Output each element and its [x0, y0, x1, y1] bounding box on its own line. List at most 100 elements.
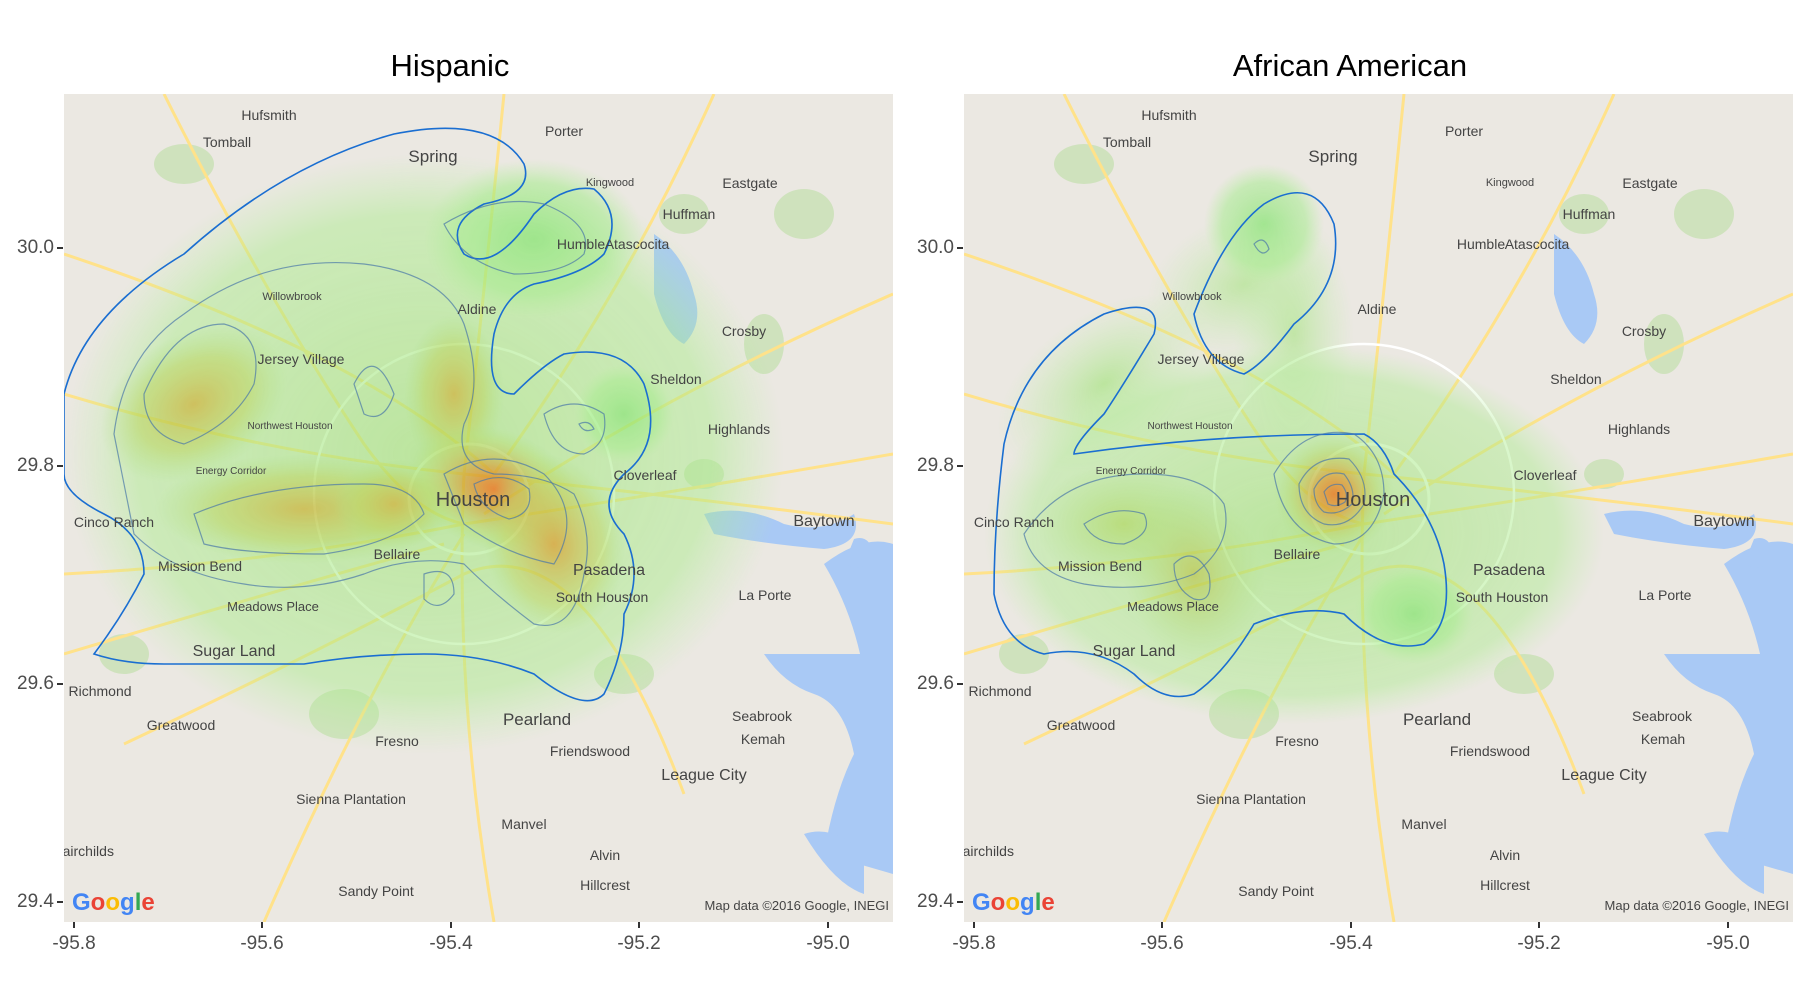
- water: [844, 538, 874, 568]
- map-attribution: Map data ©2016 Google, INEGI: [705, 898, 889, 913]
- place-label: Hillcrest: [1480, 877, 1530, 893]
- place-label: Houston: [436, 489, 511, 511]
- park-area: [1584, 459, 1624, 489]
- y-tick-label: 30.0: [917, 237, 954, 258]
- place-label: Kingwood: [1486, 177, 1534, 189]
- contour-inner: [578, 421, 595, 432]
- y-tick-mark: [57, 247, 63, 249]
- place-label: Fairchilds: [964, 843, 1014, 859]
- place-label: Kemah: [741, 731, 785, 747]
- ship-channel: [1604, 510, 1756, 549]
- place-label: Sheldon: [1550, 371, 1601, 387]
- x-tick-label: -95.8: [52, 933, 96, 954]
- contour-inner: [443, 200, 587, 275]
- x-tick-mark: [1161, 922, 1163, 928]
- y-tick-mark: [957, 465, 963, 467]
- y-tick-mark: [57, 901, 63, 903]
- place-label: South Houston: [556, 589, 649, 605]
- place-label: Baytown: [1693, 513, 1754, 530]
- place-label: Humble: [1457, 236, 1505, 252]
- panel-title: African American: [1232, 48, 1468, 83]
- contour-outer: [1193, 192, 1337, 375]
- y-tick-label: 29.8: [17, 455, 54, 476]
- place-label: Alvin: [1490, 847, 1520, 863]
- place-label: Friendswood: [550, 743, 630, 759]
- contour-outer: [993, 306, 1448, 698]
- place-label: Eastgate: [1622, 175, 1677, 191]
- x-tick-mark: [261, 922, 263, 928]
- place-label: Jersey Village: [258, 351, 345, 367]
- y-tick-mark: [957, 247, 963, 249]
- place-label: Pearland: [1403, 710, 1471, 729]
- y-tick-label: 29.6: [17, 673, 54, 694]
- place-label: Sandy Point: [338, 883, 414, 899]
- place-label: Seabrook: [1632, 708, 1693, 724]
- place-label: Meadows Place: [227, 599, 319, 614]
- place-label: Northwest Houston: [1147, 421, 1232, 432]
- place-label: Baytown: [793, 513, 854, 530]
- contour-inner: [1253, 239, 1270, 254]
- contour-inner: [113, 261, 588, 626]
- contour-inner: [443, 458, 568, 565]
- place-label: Huffman: [663, 206, 716, 222]
- contour-inner: [423, 570, 455, 606]
- y-tick-mark: [57, 683, 63, 685]
- place-label: Fresno: [1275, 733, 1319, 749]
- place-label: Richmond: [968, 683, 1031, 699]
- contour-inner: [143, 323, 257, 445]
- place-label: Kemah: [1641, 731, 1685, 747]
- place-label: Atascocita: [605, 236, 670, 252]
- contour-inner: [1323, 483, 1348, 507]
- place-label: Sandy Point: [1238, 883, 1314, 899]
- place-label: Cinco Ranch: [974, 514, 1054, 530]
- place-label: Sienna Plantation: [296, 791, 406, 807]
- x-tick-mark: [638, 922, 640, 928]
- map-svg: Hufsmith Tomball Porter Spring Kingwood Eastg…: [964, 94, 1793, 922]
- place-label: Tomball: [203, 134, 251, 150]
- place-label: Sienna Plantation: [1196, 791, 1306, 807]
- place-label: La Porte: [739, 587, 792, 603]
- panel-african-american: African American Hufsmith Tomball Porter Sp…: [900, 0, 1800, 1000]
- contour-inner: [1083, 510, 1148, 545]
- place-label: Aldine: [1358, 301, 1397, 317]
- x-tick-label: -95.2: [1517, 933, 1561, 954]
- place-label: Friendswood: [1450, 743, 1530, 759]
- place-label: Houston: [1336, 489, 1411, 511]
- place-label: Atascocita: [1505, 236, 1570, 252]
- contour-inner: [1273, 431, 1385, 545]
- y-tick-mark: [957, 683, 963, 685]
- place-label: Cinco Ranch: [74, 514, 154, 530]
- place-label: Manvel: [501, 816, 546, 832]
- park-area: [99, 634, 149, 674]
- place-label: Willowbrook: [262, 291, 322, 303]
- place-label: Greatwood: [147, 717, 215, 733]
- x-tick-mark: [450, 922, 452, 928]
- place-label: South Houston: [1456, 589, 1549, 605]
- google-logo: Google: [72, 889, 155, 916]
- place-label: Pasadena: [1473, 562, 1545, 579]
- place-label: Jersey Village: [1158, 351, 1245, 367]
- water: [1704, 831, 1764, 894]
- place-label: League City: [661, 767, 746, 784]
- park-area: [1674, 189, 1734, 239]
- contour-inner: [1298, 457, 1366, 526]
- density-blob: [483, 454, 625, 634]
- water: [804, 831, 864, 894]
- density-blob: [424, 159, 644, 319]
- place-label: Willowbrook: [1162, 291, 1222, 303]
- y-tick-label: 29.6: [917, 673, 954, 694]
- contour-inner: [473, 477, 531, 520]
- place-label: Porter: [545, 123, 583, 139]
- place-label: Bellaire: [374, 546, 421, 562]
- x-tick-mark: [73, 922, 75, 928]
- place-label: Hufsmith: [1141, 107, 1196, 123]
- x-tick-mark: [1538, 922, 1540, 928]
- contour-inner: [1023, 473, 1227, 588]
- y-tick-label: 29.4: [917, 891, 954, 912]
- lake-houston: [1554, 234, 1598, 344]
- x-tick-label: -95.0: [1706, 933, 1750, 954]
- place-label: Tomball: [1103, 134, 1151, 150]
- park-area: [774, 189, 834, 239]
- x-tick-label: -95.2: [617, 933, 661, 954]
- contour-inner: [353, 365, 395, 418]
